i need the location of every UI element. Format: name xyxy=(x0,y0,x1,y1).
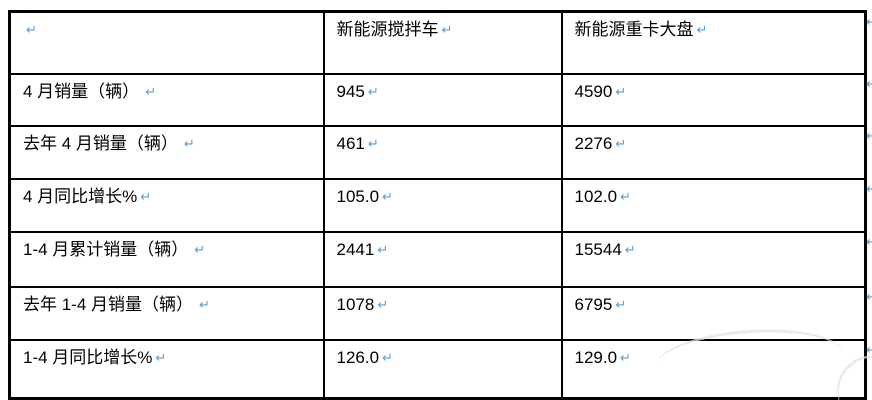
line-break-icon: ↵ xyxy=(377,241,389,257)
mixer-value-cell: 461 ↵ xyxy=(322,124,563,180)
mixer-value-cell: 126.0 ↵ xyxy=(322,338,563,400)
row-label-cell: 去年 4 月销量（辆） ↵ xyxy=(8,124,325,180)
market-value-cell: 15544 ↵ xyxy=(560,230,867,288)
cell-value: 105.0 xyxy=(336,186,380,206)
cell-value: 102.0 xyxy=(574,186,618,206)
row-label: 去年 4 月销量（辆） xyxy=(23,133,178,153)
header-cell-mixer: 新能源搅拌车 ↵ xyxy=(322,10,563,75)
cell-value: 15544 xyxy=(574,239,622,259)
header-cell-empty: ↵ xyxy=(8,10,325,75)
market-value-cell: 102.0 ↵ xyxy=(560,177,867,233)
row-end-mark-icon: ↵ xyxy=(866,76,872,91)
row-label: 4 月同比增长% xyxy=(23,186,138,206)
market-value-cell: 129.0 ↵ xyxy=(560,338,867,400)
market-value-cell: 4590 ↵ xyxy=(560,72,867,127)
market-value-cell: 2276 ↵ xyxy=(560,124,867,180)
row-end-mark-icon: ↵ xyxy=(866,128,872,143)
line-break-icon: ↵ xyxy=(620,188,631,204)
sales-comparison-table: ↵ 新能源搅拌车 ↵ 新能源重卡大盘 ↵ 4 月销量（辆） ↵ 945 ↵ 4590 ↵ … xyxy=(8,10,867,400)
cell-value: 461 xyxy=(336,133,365,153)
line-break-icon: ↵ xyxy=(696,22,708,37)
line-break-icon: ↵ xyxy=(194,241,206,257)
line-break-icon: ↵ xyxy=(199,296,210,312)
market-value-cell: 6795 ↵ xyxy=(560,285,867,341)
table-header-row: ↵ 新能源搅拌车 ↵ 新能源重卡大盘 ↵ xyxy=(8,10,867,75)
line-break-icon: ↵ xyxy=(367,83,379,99)
line-break-icon: ↵ xyxy=(145,83,157,99)
row-label: 去年 1-4 月销量（辆） xyxy=(23,294,194,314)
line-break-icon: ↵ xyxy=(615,135,627,151)
row-end-mark-icon: ↵ xyxy=(866,234,872,249)
mixer-value-cell: 2441 ↵ xyxy=(322,230,563,288)
line-break-icon: ↵ xyxy=(620,349,631,365)
cell-value: 945 xyxy=(336,81,365,101)
line-break-icon: ↵ xyxy=(624,241,636,257)
row-label-cell: 1-4 月同比增长% ↵ xyxy=(8,338,325,400)
line-break-icon: ↵ xyxy=(367,135,379,151)
cell-value: 2276 xyxy=(574,133,613,153)
row-label-cell: 4 月同比增长% ↵ xyxy=(8,177,325,233)
row-label: 1-4 月同比增长% xyxy=(23,347,153,367)
table-row: 1-4 月累计销量（辆） ↵ 2441 ↵ 15544 ↵ xyxy=(8,230,867,288)
line-break-icon: ↵ xyxy=(615,296,627,312)
mixer-value-cell: 945 ↵ xyxy=(322,72,563,127)
cell-value: 2441 xyxy=(336,239,375,259)
row-label: 4 月销量（辆） xyxy=(23,81,140,101)
row-label-cell: 4 月销量（辆） ↵ xyxy=(8,72,325,127)
row-end-mark-icon: ↵ xyxy=(866,289,872,304)
cell-value: 129.0 xyxy=(574,347,618,367)
header-cell-market: 新能源重卡大盘 ↵ xyxy=(560,10,867,75)
line-break-icon: ↵ xyxy=(441,22,453,37)
row-label: 1-4 月累计销量（辆） xyxy=(23,239,189,259)
line-break-icon: ↵ xyxy=(26,22,37,37)
row-label-cell: 去年 1-4 月销量（辆） ↵ xyxy=(8,285,325,341)
column-header-label: 新能源搅拌车 xyxy=(336,20,439,39)
line-break-icon: ↵ xyxy=(382,349,393,365)
cell-value: 6795 xyxy=(574,294,613,314)
mixer-value-cell: 1078 ↵ xyxy=(322,285,563,341)
table-row: 4 月同比增长% ↵ 105.0 ↵ 102.0 ↵ xyxy=(8,177,867,233)
line-break-icon: ↵ xyxy=(140,188,152,204)
line-break-icon: ↵ xyxy=(615,83,627,99)
line-break-icon: ↵ xyxy=(155,349,167,365)
line-break-icon: ↵ xyxy=(183,135,195,151)
table-row: 1-4 月同比增长% ↵ 126.0 ↵ 129.0 ↵ xyxy=(8,338,867,400)
cell-value: 4590 xyxy=(574,81,613,101)
row-end-mark-icon: ↵ xyxy=(866,342,872,357)
mixer-value-cell: 105.0 ↵ xyxy=(322,177,563,233)
line-break-icon: ↵ xyxy=(382,188,393,204)
row-label-cell: 1-4 月累计销量（辆） ↵ xyxy=(8,230,325,288)
line-break-icon: ↵ xyxy=(377,296,389,312)
row-end-mark-icon: ↵ xyxy=(866,181,872,196)
cell-value: 1078 xyxy=(336,294,375,314)
table-row: 去年 1-4 月销量（辆） ↵ 1078 ↵ 6795 ↵ xyxy=(8,285,867,341)
table-row: 4 月销量（辆） ↵ 945 ↵ 4590 ↵ xyxy=(8,72,867,127)
row-end-mark-icon: ↵ xyxy=(866,14,872,29)
table-row: 去年 4 月销量（辆） ↵ 461 ↵ 2276 ↵ xyxy=(8,124,867,180)
cell-value: 126.0 xyxy=(336,347,380,367)
column-header-label: 新能源重卡大盘 xyxy=(574,20,694,39)
